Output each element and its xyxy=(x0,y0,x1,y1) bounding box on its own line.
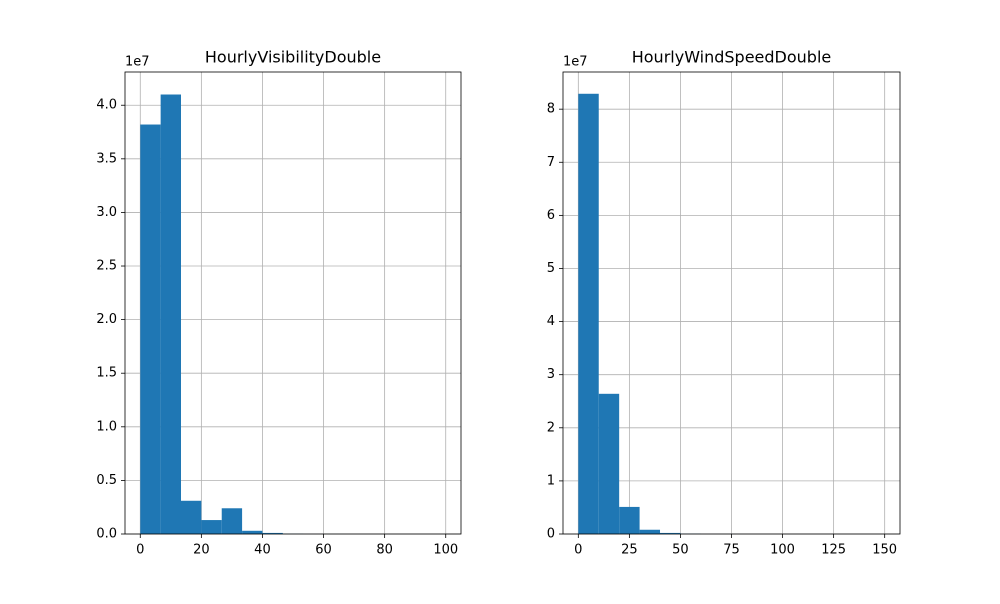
y-tick-label: 0.0 xyxy=(96,527,117,542)
bar xyxy=(619,507,639,534)
x-tick-label: 0 xyxy=(574,543,582,558)
y-tick-label: 0 xyxy=(547,527,555,542)
y-tick-label: 7 xyxy=(547,155,555,170)
y-tick-label: 2.5 xyxy=(96,259,117,274)
y-tick-label: 5 xyxy=(547,261,555,276)
y-tick-label: 0.5 xyxy=(96,473,117,488)
y-tick-label: 4.0 xyxy=(96,98,117,113)
axis-offset-label: 1e7 xyxy=(125,55,150,70)
bar xyxy=(201,520,221,534)
y-tick-label: 1 xyxy=(547,473,555,488)
x-tick-label: 125 xyxy=(821,543,846,558)
y-tick-label: 2 xyxy=(547,420,555,435)
bar xyxy=(140,125,160,534)
y-tick-label: 8 xyxy=(547,102,555,117)
y-tick-label: 1.0 xyxy=(96,419,117,434)
x-tick-label: 80 xyxy=(376,543,393,558)
y-tick-label: 3 xyxy=(547,367,555,382)
x-tick-label: 100 xyxy=(770,543,795,558)
x-tick-label: 50 xyxy=(672,543,689,558)
y-tick-label: 3.5 xyxy=(96,151,117,166)
bar xyxy=(599,394,619,534)
bar xyxy=(222,508,242,534)
y-tick-label: 2.0 xyxy=(96,312,117,327)
y-tick-label: 1.5 xyxy=(96,366,117,381)
y-tick-label: 6 xyxy=(547,208,555,223)
chart-title: HourlyVisibilityDouble xyxy=(205,48,381,67)
x-tick-label: 40 xyxy=(254,543,271,558)
y-tick-label: 3.0 xyxy=(96,205,117,220)
axis-offset-label: 1e7 xyxy=(563,55,588,70)
bar xyxy=(181,501,201,534)
x-tick-label: 75 xyxy=(723,543,740,558)
bar xyxy=(242,531,262,534)
x-tick-label: 100 xyxy=(433,543,458,558)
bar xyxy=(640,530,660,534)
x-tick-label: 20 xyxy=(193,543,210,558)
y-tick-label: 4 xyxy=(547,314,555,329)
chart-title: HourlyWindSpeedDouble xyxy=(632,48,832,67)
x-tick-label: 25 xyxy=(621,543,638,558)
bar xyxy=(161,95,181,534)
x-tick-label: 0 xyxy=(136,543,144,558)
x-tick-label: 150 xyxy=(872,543,897,558)
x-tick-label: 60 xyxy=(315,543,332,558)
bar xyxy=(578,94,598,534)
